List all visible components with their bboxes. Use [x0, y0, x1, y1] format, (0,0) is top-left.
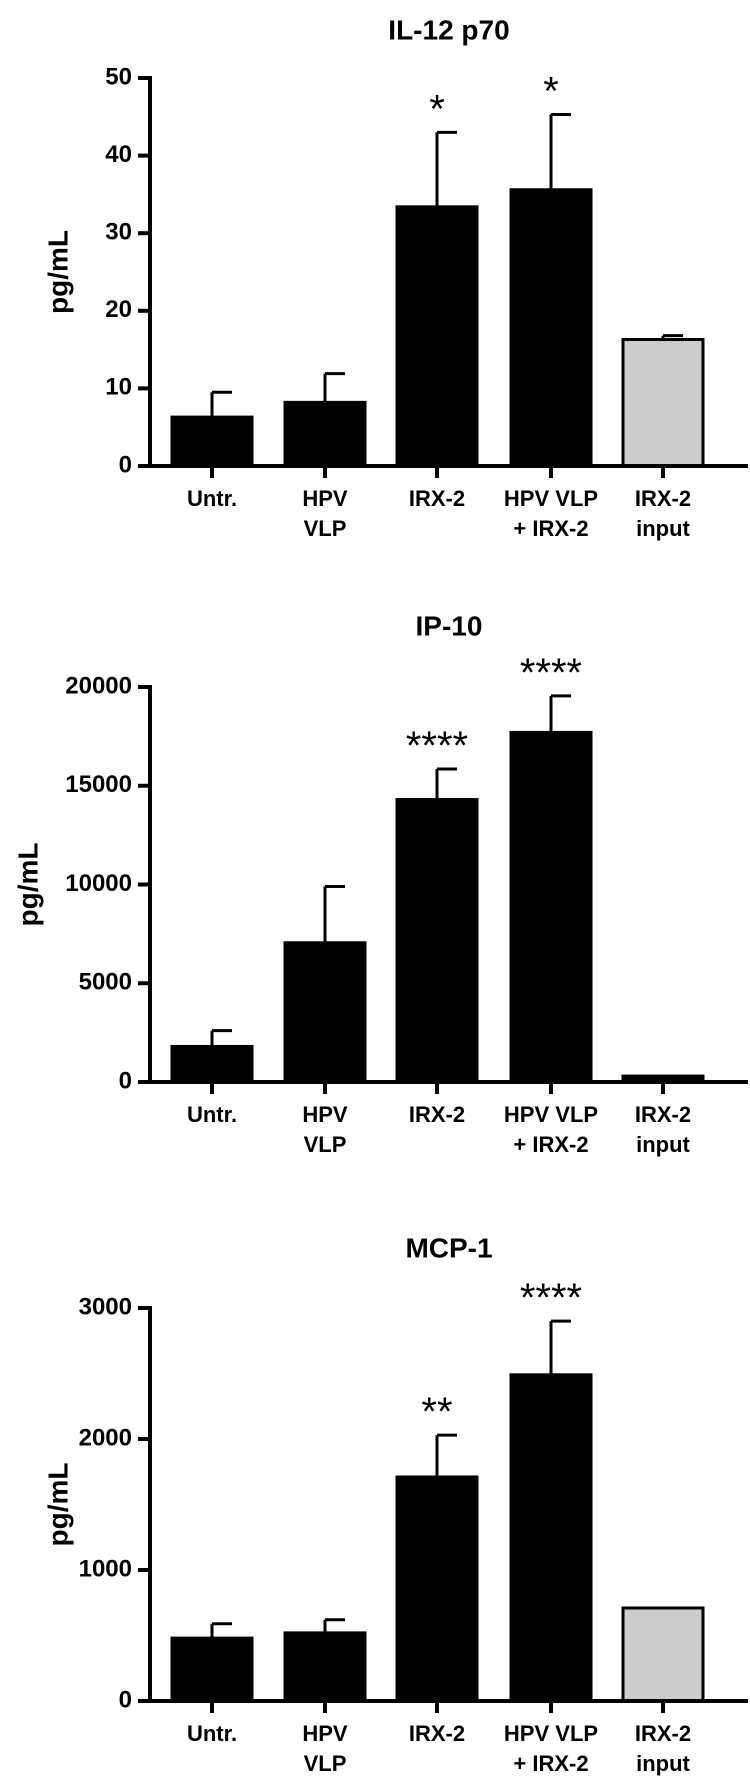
chart3-bar-4	[509, 1373, 593, 1703]
chart1-category-label-5-2: input	[636, 516, 690, 541]
chart2-y-axis-label: pg/mL	[12, 843, 43, 927]
chart1-category-label-5-1: IRX-2	[635, 486, 691, 511]
chart2-category-label-4-1: HPV VLP	[504, 1102, 598, 1127]
chart1-category-label-2-2: VLP	[304, 516, 347, 541]
chart2-category-label-5-2: input	[636, 1132, 690, 1157]
chart1-bar-4	[509, 188, 593, 468]
chart1-title: IL-12 p70	[388, 14, 509, 45]
chart2-category-label-1-1: Untr.	[187, 1102, 237, 1127]
chart2-category-label-2-1: HPV	[302, 1102, 348, 1127]
chart1-bar-1	[170, 415, 254, 468]
chart1-y-tick-label-3: 20	[105, 296, 132, 323]
chart1-category-label-3-1: IRX-2	[409, 486, 465, 511]
chart1-y-tick-label-2: 10	[105, 374, 132, 401]
chart2-bar-2	[283, 941, 367, 1084]
chart3-bar-1	[170, 1636, 254, 1703]
chart3-y-tick-label-1: 0	[119, 1686, 132, 1713]
chart3-y-axis-label: pg/mL	[42, 1463, 73, 1547]
chart3-category-label-2-1: HPV	[302, 1721, 348, 1746]
chart3-category-label-4-2: + IRX-2	[513, 1751, 588, 1776]
chart1-y-tick-label-4: 30	[105, 219, 132, 246]
chart3-significance-4: ****	[520, 1276, 582, 1320]
chart1-significance-4: *	[543, 69, 559, 113]
chart2-y-tick-label-1: 0	[119, 1067, 132, 1094]
chart1-y-axis-label: pg/mL	[42, 230, 73, 314]
chart1-y-tick-label-5: 40	[105, 141, 132, 168]
chart3-y-tick-label-3: 2000	[79, 1424, 132, 1451]
chart3-bar-2	[283, 1631, 367, 1703]
chart1-y-tick-label-6: 50	[105, 63, 132, 90]
chart2-bar-4	[509, 730, 593, 1084]
chart2-category-label-4-2: + IRX-2	[513, 1132, 588, 1157]
chart3-y-tick-label-2: 1000	[79, 1555, 132, 1582]
chart2-category-label-2-2: VLP	[304, 1132, 347, 1157]
chart1-y-tick-label-1: 0	[119, 451, 132, 478]
chart1-category-label-4-1: HPV VLP	[504, 486, 598, 511]
chart2-y-tick-label-2: 5000	[79, 969, 132, 996]
chart1-bar-3	[395, 205, 479, 468]
chart3-category-label-5-2: input	[636, 1751, 690, 1776]
chart2-y-tick-label-3: 10000	[65, 870, 132, 897]
chart1-category-label-4-2: + IRX-2	[513, 516, 588, 541]
chart3-significance-3: **	[421, 1390, 452, 1434]
chart3-category-label-2-2: VLP	[304, 1751, 347, 1776]
chart2-y-tick-label-5: 20000	[65, 672, 132, 699]
chart1-significance-3: *	[429, 87, 445, 131]
chart3-category-label-1-1: Untr.	[187, 1721, 237, 1746]
chart2-bar-1	[170, 1044, 254, 1084]
chart2-category-label-5-1: IRX-2	[635, 1102, 691, 1127]
chart2-category-label-3-1: IRX-2	[409, 1102, 465, 1127]
chart2-title: IP-10	[416, 610, 483, 641]
chart1-category-label-1-1: Untr.	[187, 486, 237, 511]
chart1-bar-5	[621, 338, 705, 468]
chart2-significance-3: ****	[406, 724, 468, 768]
chart2-significance-4: ****	[520, 651, 582, 695]
chart3-category-label-5-1: IRX-2	[635, 1721, 691, 1746]
chart3-category-label-3-1: IRX-2	[409, 1721, 465, 1746]
chart1-category-label-2-1: HPV	[302, 486, 348, 511]
chart3-category-label-4-1: HPV VLP	[504, 1721, 598, 1746]
chart3-bar-3	[395, 1475, 479, 1703]
chart2-bar-3	[395, 798, 479, 1084]
chart3-bar-5	[621, 1606, 705, 1703]
chart3-title: MCP-1	[405, 1232, 492, 1263]
chart2-y-tick-label-4: 15000	[65, 771, 132, 798]
chart1-bar-2	[283, 400, 367, 468]
chart3-y-tick-label-4: 3000	[79, 1293, 132, 1320]
